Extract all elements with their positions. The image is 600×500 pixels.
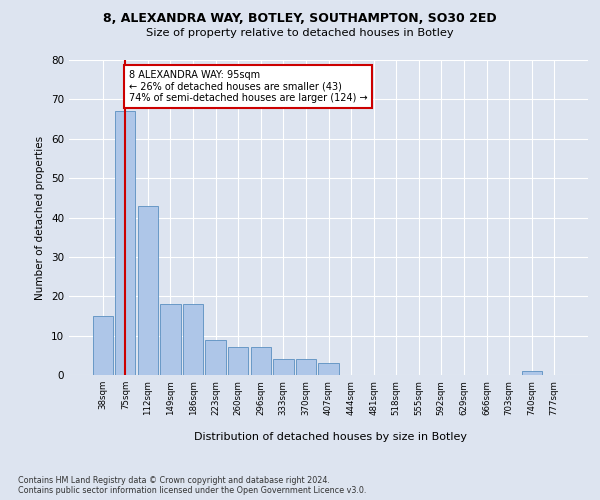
Bar <box>296 359 316 375</box>
Y-axis label: Number of detached properties: Number of detached properties <box>35 136 46 300</box>
Bar <box>92 316 113 375</box>
Text: Size of property relative to detached houses in Botley: Size of property relative to detached ho… <box>146 28 454 38</box>
Bar <box>183 304 203 375</box>
Bar <box>319 363 338 375</box>
Bar <box>521 371 542 375</box>
Bar <box>273 359 293 375</box>
Bar <box>205 340 226 375</box>
Bar <box>160 304 181 375</box>
Bar <box>138 206 158 375</box>
Bar <box>115 111 136 375</box>
Text: 8, ALEXANDRA WAY, BOTLEY, SOUTHAMPTON, SO30 2ED: 8, ALEXANDRA WAY, BOTLEY, SOUTHAMPTON, S… <box>103 12 497 26</box>
Bar <box>251 348 271 375</box>
Bar <box>228 348 248 375</box>
Text: 8 ALEXANDRA WAY: 95sqm
← 26% of detached houses are smaller (43)
74% of semi-det: 8 ALEXANDRA WAY: 95sqm ← 26% of detached… <box>129 70 367 103</box>
Text: Contains HM Land Registry data © Crown copyright and database right 2024.
Contai: Contains HM Land Registry data © Crown c… <box>18 476 367 495</box>
Text: Distribution of detached houses by size in Botley: Distribution of detached houses by size … <box>193 432 467 442</box>
